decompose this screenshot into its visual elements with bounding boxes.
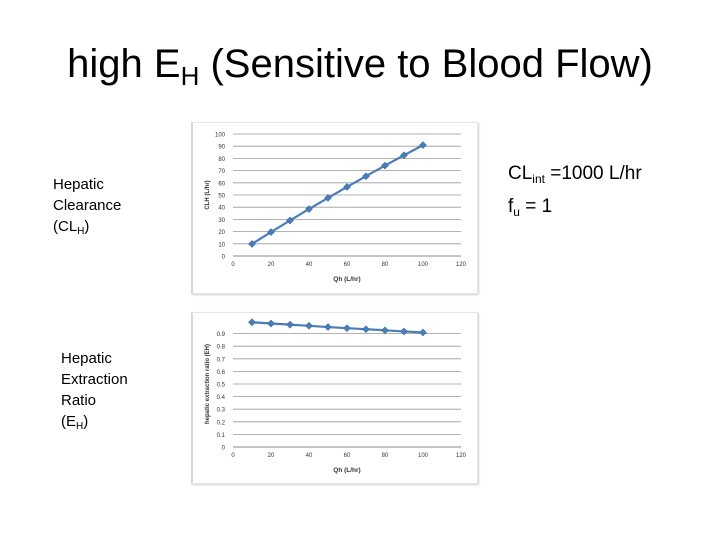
data-point bbox=[267, 228, 275, 236]
x-tick-label: 100 bbox=[418, 453, 429, 459]
x-tick-label: 120 bbox=[456, 453, 467, 459]
y-tick-label: 10 bbox=[218, 242, 225, 248]
data-point bbox=[400, 151, 408, 160]
x-tick-label: 0 bbox=[231, 453, 235, 459]
y-tick-label: 0.8 bbox=[217, 345, 226, 351]
data-point bbox=[362, 325, 370, 334]
clearance-label-sub: H bbox=[77, 226, 85, 237]
x-tick-label: 60 bbox=[344, 453, 351, 459]
x-axis-label: Qh (L/hr) bbox=[333, 467, 360, 474]
clearance-label-line2: Clearance bbox=[53, 197, 122, 214]
y-tick-label: 70 bbox=[218, 169, 225, 175]
clint-post: =1000 L/hr bbox=[544, 163, 642, 184]
y-tick-label: 40 bbox=[218, 206, 225, 212]
series-line bbox=[251, 321, 424, 334]
extraction-label-line2: Extraction bbox=[61, 371, 128, 388]
data-point bbox=[248, 318, 256, 327]
data-point bbox=[400, 327, 408, 336]
extraction-chart-frame: 0 0.1 0.2 0.3 0.4 0.5 0.6 0.7 0.8 0.9 0 20 40 60 80 100… bbox=[191, 312, 478, 484]
y-tick-label: 0.9 bbox=[217, 332, 226, 338]
data-point bbox=[343, 324, 351, 333]
data-point bbox=[381, 161, 389, 170]
fu-sub: u bbox=[513, 205, 520, 219]
x-tick-label: 20 bbox=[268, 453, 275, 459]
y-tick-label: 30 bbox=[218, 218, 225, 224]
extraction-label-line3: Ratio bbox=[61, 392, 97, 409]
y-tick-label: 0 bbox=[222, 255, 226, 261]
data-point bbox=[324, 194, 332, 202]
x-tick-label: 40 bbox=[306, 262, 313, 268]
y-tick-label: 0 bbox=[222, 446, 226, 452]
clearance-label-line1: Hepatic bbox=[53, 176, 104, 193]
data-point bbox=[381, 326, 389, 335]
data-point bbox=[248, 240, 256, 248]
data-point bbox=[324, 323, 332, 331]
x-axis-label: Qh (L/hr) bbox=[333, 276, 360, 283]
data-point bbox=[267, 319, 275, 328]
title-main: high E bbox=[67, 42, 181, 86]
fu-line: fu = 1 bbox=[508, 193, 642, 226]
y-tick-label: 0.1 bbox=[217, 433, 226, 439]
clearance-label-post: ) bbox=[84, 218, 90, 235]
y-tick-label: 0.4 bbox=[217, 395, 226, 401]
x-tick-label: 0 bbox=[231, 262, 235, 268]
y-tick-label: 0.2 bbox=[217, 420, 226, 426]
data-point bbox=[419, 328, 427, 337]
parameters-box: CLint =1000 L/hr fu = 1 bbox=[508, 160, 642, 226]
fu-pre: f bbox=[508, 196, 514, 217]
series-line bbox=[251, 144, 424, 245]
data-point bbox=[343, 183, 351, 191]
title-rest: (Sensitive to Blood Flow) bbox=[199, 42, 653, 86]
clint-sub: int bbox=[532, 172, 545, 186]
fu-post: = 1 bbox=[519, 196, 553, 217]
x-tick-label: 20 bbox=[268, 262, 275, 268]
extraction-label-line4: (EH) bbox=[61, 411, 128, 437]
clint-pre: CL bbox=[508, 163, 533, 184]
title-subscript: H bbox=[180, 61, 200, 91]
clearance-chart-frame: 0 10 20 30 40 50 60 70 80 90 100 0 20 40 60 80 100 120 Qh … bbox=[191, 122, 478, 294]
x-tick-label: 60 bbox=[344, 262, 351, 268]
x-tick-label: 120 bbox=[456, 262, 467, 268]
data-point bbox=[305, 321, 313, 330]
y-tick-label: 50 bbox=[218, 194, 225, 200]
extraction-label-pre: (E bbox=[61, 413, 76, 430]
y-tick-label: 60 bbox=[218, 181, 225, 187]
data-point bbox=[286, 320, 294, 329]
y-tick-label: 0.7 bbox=[217, 357, 226, 363]
data-point bbox=[362, 172, 370, 181]
y-tick-label: 0.6 bbox=[217, 370, 226, 376]
x-tick-label: 100 bbox=[418, 262, 429, 268]
y-tick-label: 100 bbox=[215, 133, 226, 139]
clearance-label: Hepatic Clearance (CLH) bbox=[53, 174, 121, 242]
x-tick-label: 40 bbox=[306, 453, 313, 459]
y-tick-label: 20 bbox=[218, 230, 225, 236]
y-tick-label: 80 bbox=[218, 157, 225, 163]
extraction-label-post: ) bbox=[83, 413, 89, 430]
y-tick-label: 90 bbox=[218, 145, 225, 151]
extraction-chart: 0 0.1 0.2 0.3 0.4 0.5 0.6 0.7 0.8 0.9 0 20 40 60 80 100… bbox=[205, 318, 467, 474]
data-point bbox=[286, 216, 294, 225]
slide-title: high EH (Sensitive to Blood Flow) bbox=[0, 42, 720, 92]
x-tick-label: 80 bbox=[382, 453, 389, 459]
extraction-label-sub: H bbox=[76, 421, 84, 432]
extraction-label: Hepatic Extraction Ratio (EH) bbox=[61, 348, 128, 437]
clearance-label-line3: (CLH) bbox=[53, 216, 121, 242]
clearance-label-pre: (CL bbox=[53, 218, 78, 235]
data-point bbox=[305, 205, 313, 213]
clint-line: CLint =1000 L/hr bbox=[508, 160, 642, 193]
x-tick-label: 80 bbox=[382, 262, 389, 268]
y-axis-label: hepatic extraction ratio (EH) bbox=[205, 344, 211, 424]
clearance-chart: 0 10 20 30 40 50 60 70 80 90 100 0 20 40 60 80 100 120 Qh … bbox=[205, 133, 467, 284]
extraction-label-line1: Hepatic bbox=[61, 350, 112, 367]
data-point bbox=[419, 141, 427, 149]
y-axis-label: CLH (L/hr) bbox=[205, 180, 211, 209]
y-tick-label: 0.3 bbox=[217, 408, 226, 414]
y-tick-label: 0.5 bbox=[217, 383, 226, 389]
